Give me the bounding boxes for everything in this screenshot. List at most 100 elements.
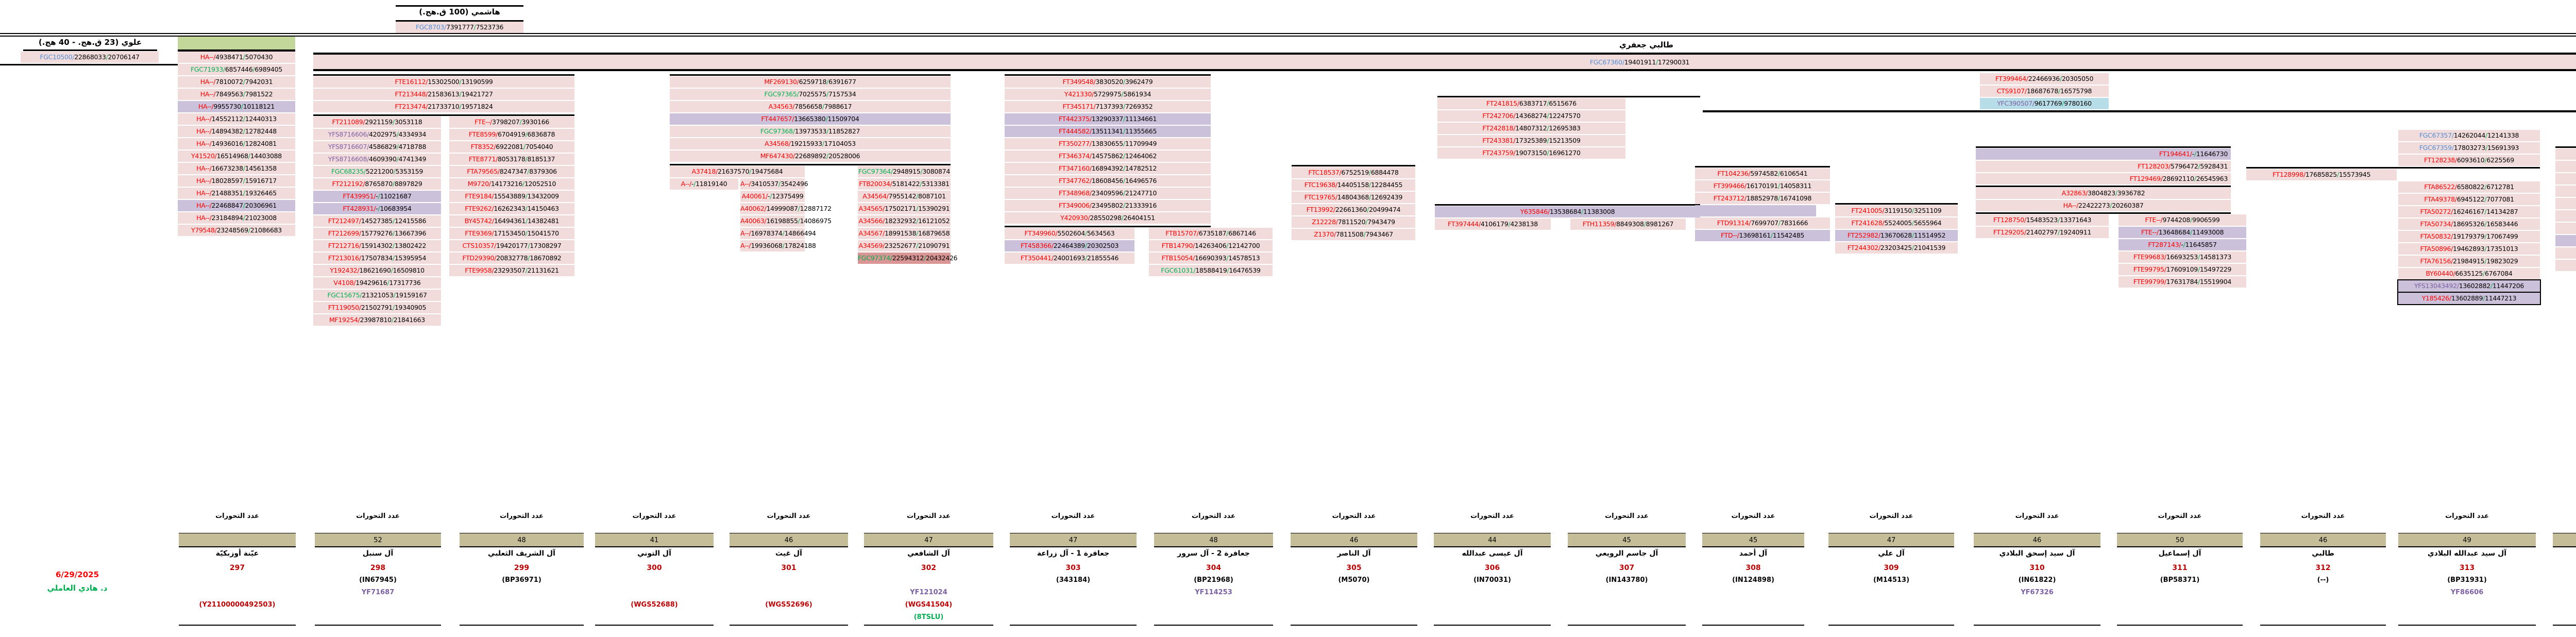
snp-cell[interactable]: FTA50896/19462893/17351013 bbox=[2398, 243, 2540, 255]
snp-cell[interactable]: FTB20034/5181422/5313381 bbox=[858, 178, 951, 190]
snp-cell[interactable]: FTB14790/14263406/12142700 bbox=[1149, 240, 1273, 252]
snp-cell[interactable]: FTC48790/6795836/6927795 bbox=[2555, 198, 2576, 209]
snp-cell[interactable]: A34568/19215933/17104053 bbox=[670, 138, 951, 149]
snp-cell[interactable]: FTC19765/14804368/12692439 bbox=[1292, 192, 1415, 203]
snp-cell[interactable]: HA--/14552112/12440313 bbox=[178, 113, 295, 125]
snp-cell[interactable]: FGC68235/5221200/5353159 bbox=[313, 166, 441, 177]
snp-cell[interactable] bbox=[1695, 205, 1816, 216]
snp-cell[interactable]: FT350441/24001693/21855546 bbox=[1005, 253, 1134, 264]
snp-cell[interactable]: HA--/14936016/12824081 bbox=[178, 138, 295, 149]
snp-cell[interactable]: FTE8771/8053178/8185137 bbox=[449, 154, 574, 165]
snp-cell[interactable]: A34566/18232932/16121052 bbox=[858, 215, 951, 227]
snp-cell[interactable]: FGC67357/14262044/12141338 bbox=[2398, 130, 2540, 141]
snp-cell[interactable]: FT439951/-/11021687 bbox=[313, 191, 441, 202]
mutation-count-box[interactable]: 49 bbox=[2398, 533, 2536, 547]
snp-cell[interactable]: A34564/7955142/8087101 bbox=[858, 191, 951, 202]
snp-cell[interactable]: Y41520/16514968/14403088 bbox=[178, 150, 295, 162]
snp-cell[interactable]: HA--/14894382/12782448 bbox=[178, 126, 295, 137]
snp-cell[interactable]: HA--/16673238/14561358 bbox=[178, 163, 295, 174]
snp-cell[interactable]: FTB15707/6735187/6867146 bbox=[1149, 228, 1273, 239]
snp-cell[interactable]: FT212716/15914302/13802422 bbox=[313, 240, 441, 252]
snp-cell[interactable]: FTE--/9744208/9906599 bbox=[2119, 214, 2246, 226]
snp-cell[interactable]: FGC97364/2948915/3080874 bbox=[858, 166, 951, 177]
snp-cell[interactable]: FTD91314/7699707/7831666 bbox=[1695, 217, 1830, 229]
snp-cell[interactable]: FGC8703/7391777/7523736 bbox=[396, 22, 523, 33]
snp-cell[interactable]: FTC63222/3325373/3457332 bbox=[2555, 148, 2576, 160]
snp-cell[interactable]: FT348968/23409596/21247710 bbox=[1005, 188, 1211, 199]
snp-cell[interactable]: FT444582/13511341/11355665 bbox=[1005, 126, 1211, 137]
snp-cell[interactable]: FTC49552/18253543/16141663 bbox=[2555, 247, 2576, 259]
snp-cell[interactable]: FTE--/3798207/3930166 bbox=[449, 116, 574, 128]
snp-cell[interactable]: FTE99799/17631784/15519904 bbox=[2119, 276, 2246, 288]
snp-cell[interactable]: FTD29390/20832778/18670892 bbox=[449, 253, 574, 264]
snp-cell[interactable]: HA--/4938471/5070430 bbox=[178, 52, 295, 63]
snp-cell[interactable]: FTA50272/16246167/14134287 bbox=[2398, 206, 2540, 217]
snp-cell[interactable]: FTE99795/17609109/15497229 bbox=[2119, 264, 2246, 275]
mutation-count-box[interactable]: 47 bbox=[1828, 533, 1954, 547]
snp-cell[interactable]: FT129205/21402797/19240911 bbox=[1976, 227, 2109, 238]
snp-cell[interactable]: FTB15054/16690393/14578513 bbox=[1149, 253, 1273, 264]
snp-cell[interactable]: YFS8716607/4586829/4718788 bbox=[313, 141, 441, 153]
mutation-count-box[interactable]: 46 bbox=[2260, 533, 2386, 547]
snp-cell[interactable]: FTA50734/18695326/16583446 bbox=[2398, 219, 2540, 230]
snp-cell[interactable]: A--/19936068/17824188 bbox=[740, 240, 816, 252]
snp-cell[interactable]: FT243712/18852978/16741098 bbox=[1695, 193, 1830, 204]
snp-cell[interactable]: FTE8599/6704919/6836878 bbox=[449, 129, 574, 140]
snp-cell[interactable]: FTC63693/4646710/4778669 bbox=[2555, 173, 2576, 185]
snp-cell[interactable]: FT211089/2921159/3053118 bbox=[313, 116, 441, 128]
snp-cell[interactable]: FT252982/13670628/11514952 bbox=[1835, 230, 1958, 241]
snp-cell[interactable]: FTA79565/8247347/8379306 bbox=[449, 166, 574, 177]
snp-cell[interactable]: FT447657/13665380/11509704 bbox=[670, 113, 951, 125]
snp-cell[interactable]: FTE9184/15543889/13432009 bbox=[449, 191, 574, 202]
snp-cell[interactable]: FT241815/6383717/6515676 bbox=[1437, 98, 1625, 109]
snp-cell[interactable]: HA--/22422273/20260387 bbox=[1976, 200, 2231, 211]
snp-cell[interactable]: FT244302/23203425/21041539 bbox=[1835, 242, 1958, 254]
snp-cell[interactable]: MF269130/6259718/6391677 bbox=[670, 76, 951, 88]
mutation-count-box[interactable] bbox=[179, 533, 296, 547]
snp-cell[interactable]: FGC97365/7025575/7157534 bbox=[670, 89, 951, 100]
snp-cell[interactable]: YFS8716606/4202975/4334934 bbox=[313, 129, 441, 140]
snp-cell[interactable]: FGC97374/22594312/20432426 bbox=[858, 253, 958, 264]
snp-cell[interactable]: HA--/7810072/7942031 bbox=[178, 76, 295, 88]
snp-cell[interactable]: FTE99683/16693253/14581373 bbox=[2119, 252, 2246, 263]
snp-cell[interactable]: FTE--/13648684/11493008 bbox=[2119, 227, 2246, 238]
snp-cell[interactable]: Y185426/13602889/11447213 bbox=[2397, 292, 2541, 305]
snp-cell[interactable]: FT213016/17507834/15395954 bbox=[313, 253, 441, 264]
mutation-count-box[interactable]: 50 bbox=[2117, 533, 2243, 547]
snp-cell[interactable]: FT212192/8765870/8897829 bbox=[313, 178, 441, 190]
snp-cell[interactable]: FT242706/14368274/12247570 bbox=[1437, 110, 1625, 122]
snp-cell[interactable]: FT428931/-/10683954 bbox=[313, 203, 441, 214]
snp-cell[interactable]: FT213474/21733710/19571824 bbox=[313, 101, 574, 112]
snp-cell[interactable]: FT347160/16894392/14782512 bbox=[1005, 163, 1211, 174]
snp-cell[interactable]: A37418/21637570/19475684 bbox=[670, 166, 805, 177]
snp-cell[interactable]: FT442375/13290337/11134661 bbox=[1005, 113, 1211, 125]
snp-cell[interactable]: FT129469/28692110/26545963 bbox=[1976, 173, 2231, 185]
snp-cell[interactable]: FT13992/22661360/20499474 bbox=[1292, 204, 1415, 215]
snp-cell[interactable]: FT119050/21502791/19340905 bbox=[313, 302, 441, 313]
snp-cell[interactable]: FTD--/13698161/11542485 bbox=[1695, 230, 1830, 241]
snp-cell[interactable]: FT128238/6093610/6225569 bbox=[2398, 155, 2540, 166]
snp-cell[interactable]: FT287143/-/11645857 bbox=[2119, 239, 2246, 250]
snp-cell[interactable]: BY45742/16494361/14382481 bbox=[449, 215, 574, 227]
snp-cell[interactable]: FT243381/17325389/15213509 bbox=[1437, 135, 1625, 146]
snp-cell[interactable]: FTC19638/14405158/12284455 bbox=[1292, 179, 1415, 191]
snp-cell[interactable]: A--/3410537/3542496 bbox=[740, 178, 808, 190]
snp-cell[interactable]: CTS10357/19420177/17308297 bbox=[449, 240, 574, 252]
snp-cell[interactable]: A40062/14999087/12887172 bbox=[740, 203, 832, 214]
mutation-count-box[interactable]: 45 bbox=[1702, 533, 1804, 547]
snp-cell[interactable]: FT213448/21583613/19421727 bbox=[313, 89, 574, 100]
mutation-count-box[interactable]: 41 bbox=[595, 533, 714, 547]
mutation-count-box[interactable]: 47 bbox=[1010, 533, 1137, 547]
snp-cell[interactable]: FTE9262/16262343/14150463 bbox=[449, 203, 574, 214]
snp-cell[interactable]: A34567/18991538/16879658 bbox=[858, 228, 951, 239]
snp-cell[interactable]: FTC63776/4884424/5016383 bbox=[2555, 186, 2576, 197]
snp-cell[interactable]: FTE9369/17153450/15041570 bbox=[449, 228, 574, 239]
snp-cell[interactable]: FGC67359/17803273/15691393 bbox=[2398, 142, 2540, 154]
mutation-count-box[interactable]: 48 bbox=[460, 533, 584, 547]
snp-cell[interactable]: FTA49378/6945122/7077081 bbox=[2398, 194, 2540, 205]
snp-cell[interactable]: A34563/7856658/7988617 bbox=[670, 101, 951, 112]
snp-cell[interactable]: Y635846/13538684/11383008 bbox=[1435, 206, 1700, 217]
snp-cell[interactable]: FT128203/5796472/5928431 bbox=[1976, 161, 2231, 172]
snp-cell[interactable]: FT194641/-/11646730 bbox=[1976, 148, 2231, 160]
snp-cell[interactable]: BY60440/6635125/6767084 bbox=[2398, 268, 2540, 279]
